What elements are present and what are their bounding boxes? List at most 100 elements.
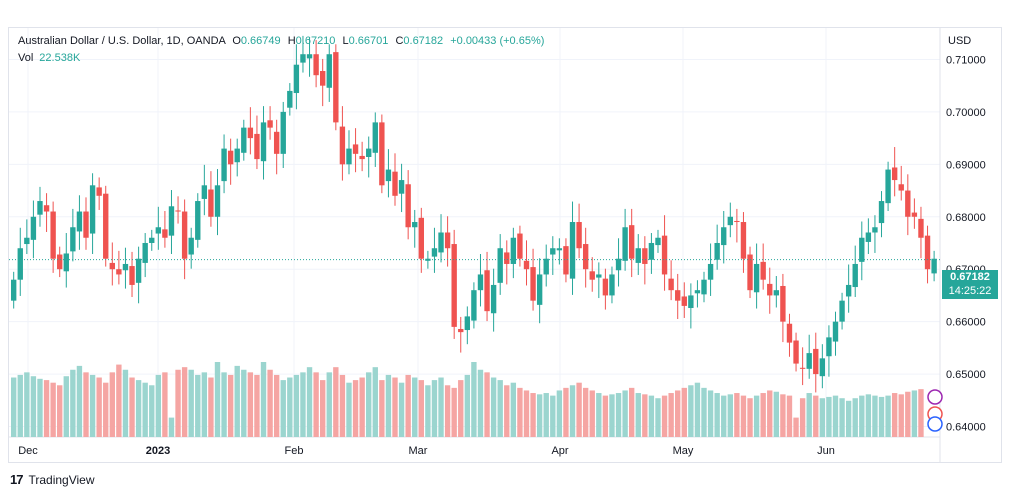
candle-body: [530, 267, 536, 301]
volume-bar: [451, 387, 457, 437]
candle-body: [767, 283, 773, 296]
volume-bar: [681, 387, 687, 437]
volume-bar: [550, 395, 556, 437]
currency-label[interactable]: USD: [948, 35, 972, 47]
volume-bar: [576, 382, 582, 437]
volume-bar: [911, 390, 918, 437]
volume-bar: [497, 380, 503, 437]
volume-bar: [438, 377, 444, 437]
volume-bar: [885, 395, 891, 437]
volume-bar: [175, 369, 181, 437]
candle-body: [458, 328, 464, 333]
candle-body: [740, 222, 747, 259]
candle-body: [359, 155, 365, 160]
tradingview-brand[interactable]: 17 TradingView: [10, 472, 95, 487]
volume-bar: [313, 372, 319, 437]
candle-body: [753, 263, 760, 293]
candle-body: [911, 212, 918, 217]
y-tick-label: 0.65000: [946, 369, 986, 381]
candle-body: [714, 242, 720, 260]
candle-body: [431, 248, 438, 257]
candle-body: [694, 290, 701, 294]
candle-body: [536, 274, 543, 305]
candle-body: [405, 184, 411, 228]
volume-bar: [306, 367, 313, 437]
candle-body: [129, 266, 135, 285]
volume-bar: [536, 394, 543, 437]
volume-bar: [63, 376, 69, 437]
x-tick-label: Mar: [409, 445, 428, 457]
volume-bar: [826, 396, 832, 437]
volume-bar: [392, 377, 398, 437]
x-tick-label: Feb: [285, 445, 304, 457]
volume-bar: [227, 374, 234, 437]
candle-body: [280, 111, 286, 154]
candle-body: [504, 252, 510, 264]
candle-body: [780, 285, 786, 322]
volume-bar: [839, 398, 845, 437]
volume-bar: [109, 372, 115, 437]
candle-body: [655, 237, 661, 246]
brand-name: TradingView: [28, 472, 95, 487]
candle-body: [372, 122, 378, 153]
volume-bar: [734, 393, 740, 437]
volume-bar: [905, 391, 911, 437]
candle-body: [293, 64, 300, 94]
volume-bar: [753, 395, 760, 437]
volume-bar: [149, 385, 155, 437]
candle-body: [17, 248, 23, 280]
candle-body: [543, 258, 549, 275]
y-tick-label: 0.69000: [946, 159, 986, 171]
volume-bar: [602, 395, 609, 437]
candle-body: [576, 222, 582, 249]
candle-body: [352, 144, 359, 154]
candle-body: [661, 235, 668, 275]
candle-body: [444, 232, 451, 249]
globe-event-icon: [927, 416, 943, 432]
volume-bar: [832, 395, 839, 437]
candle-body: [208, 189, 214, 217]
candle-body: [602, 278, 609, 296]
open-value: 0.66749: [240, 35, 281, 47]
candle-body: [122, 263, 129, 271]
volume-bar: [372, 367, 378, 437]
candle-body: [37, 201, 43, 215]
volume-bar: [214, 362, 221, 437]
candle-body: [63, 253, 69, 272]
symbol-title: Australian Dollar / U.S. Dollar, 1D, OAN…: [18, 35, 226, 47]
volume-bar: [721, 395, 727, 437]
volume-value: 22.538K: [39, 52, 81, 64]
candle-body: [569, 222, 576, 279]
volume-bar: [707, 390, 714, 437]
volume-bar: [891, 393, 898, 437]
volume-bar: [418, 380, 424, 437]
volume-bar: [37, 378, 43, 437]
volume-bar: [714, 393, 720, 437]
volume-bar: [477, 369, 484, 437]
volume-bar: [385, 374, 392, 437]
candle-body: [918, 218, 924, 238]
candle-body: [418, 217, 424, 259]
candle-body: [175, 210, 181, 212]
candle-body: [109, 262, 115, 270]
volume-label: Vol: [18, 52, 34, 64]
volume-bar: [254, 374, 260, 437]
volume-bar: [523, 390, 530, 437]
volume-bar: [675, 390, 681, 437]
legend-header: Australian Dollar / U.S. Dollar, 1D, OAN…: [18, 35, 544, 47]
volume-bar: [412, 377, 418, 437]
volume-bar: [83, 372, 89, 437]
candle-body: [89, 185, 96, 234]
volume-bar: [898, 394, 904, 437]
x-tick-label: Jun: [817, 445, 835, 457]
candle-body: [70, 227, 76, 252]
candle-body: [839, 300, 845, 322]
x-tick-label: May: [673, 445, 694, 457]
volume-legend: Vol 22.538K: [18, 52, 80, 64]
volume-bar: [872, 395, 878, 437]
volume-bar: [878, 396, 885, 437]
candle-body: [819, 358, 826, 377]
candle-body: [707, 263, 714, 280]
candle-body: [721, 227, 727, 246]
